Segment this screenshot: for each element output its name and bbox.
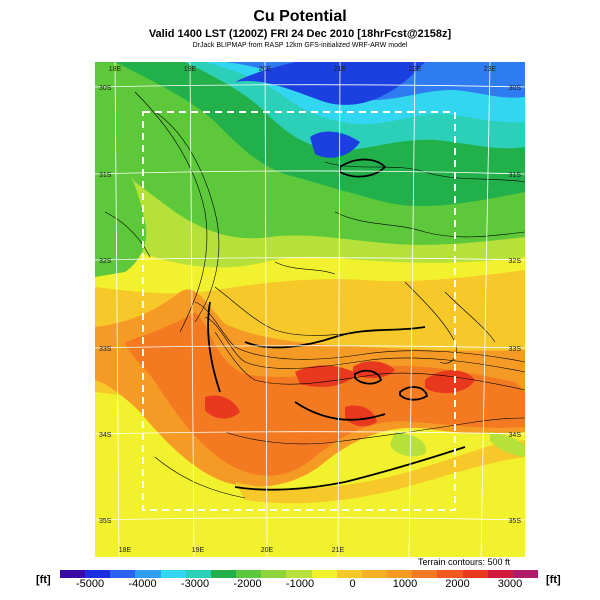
lat-right-33s: 33S: [509, 346, 522, 353]
colorbar-swatch: [336, 570, 363, 578]
colorbar-tick-label: 2000: [445, 578, 470, 590]
field-left-green: [95, 122, 147, 277]
lat-right-31s: 31S: [509, 172, 522, 179]
colorbar-swatch: [311, 570, 338, 578]
red-core-1: [295, 365, 357, 387]
lat-left-31s: 31S: [99, 172, 112, 179]
colorbar-swatch: [487, 570, 514, 578]
lat-right-30s: 30S: [509, 85, 522, 92]
lon-top-19e: 19E: [184, 66, 197, 73]
colorbar-unit-right: [ft]: [546, 574, 561, 586]
lat-right-35s: 35S: [509, 518, 522, 525]
lon-bottom-20e: 20E: [261, 547, 274, 554]
colorbar-swatch: [110, 570, 136, 578]
colorbar-swatch: [286, 570, 313, 578]
colorbar-swatch: [261, 570, 287, 578]
grid-labels: 18E 19E 20E 21E 22E 23E 18E 19E 20E 21E …: [99, 66, 521, 554]
lat-left-34s: 34S: [99, 432, 112, 439]
lon-bottom-18e: 18E: [119, 547, 132, 554]
colorbar-swatch: [160, 570, 187, 578]
field-coastal-green: [390, 432, 426, 457]
colorbar-swatch: [210, 570, 237, 578]
field-deep-blue-patch: [310, 131, 360, 158]
colorbar-tick-label: 3000: [497, 578, 523, 590]
colorbar-tick-label: -5000: [75, 578, 105, 590]
colorbar-swatch: [236, 570, 262, 578]
lat-left-33s: 33S: [99, 346, 112, 353]
chart-title: Cu Potential: [253, 8, 347, 25]
red-core-4: [205, 395, 240, 419]
red-core-3: [425, 370, 475, 394]
lat-right-32s: 32S: [509, 258, 522, 265]
lon-top-22e: 22E: [409, 66, 422, 73]
colorbar-tick-label: -3000: [180, 578, 210, 590]
lon-bottom-19e: 19E: [192, 547, 205, 554]
colorbar-tick-label: -2000: [233, 578, 262, 590]
model-credit: DrJack BLIPMAP from RASP 12km GFS-initia…: [192, 42, 408, 49]
colorbar-tick-label: 0: [349, 578, 356, 590]
field-coastal: [235, 440, 525, 504]
lat-left-30s: 30S: [99, 85, 112, 92]
lon-top-23e: 23E: [484, 66, 497, 73]
lat-right-34s: 34S: [509, 432, 522, 439]
colorbar: [60, 570, 539, 578]
lat-left-35s: 35S: [99, 518, 112, 525]
inner-domain-box: [142, 111, 456, 511]
cu-potential-map: 18E 19E 20E 21E 22E 23E 18E 19E 20E 21E …: [95, 62, 525, 557]
lat-left-32s: 32S: [99, 258, 112, 265]
colorbar-swatch: [135, 570, 162, 578]
red-core-5: [345, 405, 377, 427]
colorbar-tick-label: -4000: [128, 578, 157, 590]
lon-bottom-21e: 21E: [332, 547, 345, 554]
colorbar-swatch: [437, 570, 464, 578]
colorbar-swatch: [361, 570, 388, 578]
colorbar-swatch: [60, 570, 86, 578]
colorbar-swatch: [85, 570, 111, 578]
colorbar-ticks: -5000 -4000 -3000 -2000 -1000 0 1000 2000 3000: [0, 578, 600, 598]
colorbar-tick-label: 1000: [392, 578, 418, 590]
colorbar-swatch: [412, 570, 438, 578]
colorbar-tick-label: -1000: [285, 578, 315, 590]
field-deep-blue: [235, 62, 425, 105]
field-coastal-green-2: [490, 432, 525, 457]
lon-top-21e: 21E: [334, 66, 347, 73]
lat-lon-grid: [95, 62, 525, 557]
terrain-contours-note: Terrain contours: 500 ft: [417, 557, 510, 567]
colorbar-swatch: [512, 570, 539, 578]
field-dark-orange: [125, 312, 525, 476]
valid-time-subtitle: Valid 1400 LST (1200Z) FRI 24 Dec 2010 […: [148, 28, 452, 40]
colorbar-swatch: [185, 570, 212, 578]
lon-top-20e: 20E: [259, 66, 272, 73]
colorbar-swatch: [387, 570, 413, 578]
colorbar-swatch: [462, 570, 489, 578]
lon-top-18e: 18E: [109, 66, 122, 73]
colorbar-unit-left: [ft]: [36, 574, 51, 586]
